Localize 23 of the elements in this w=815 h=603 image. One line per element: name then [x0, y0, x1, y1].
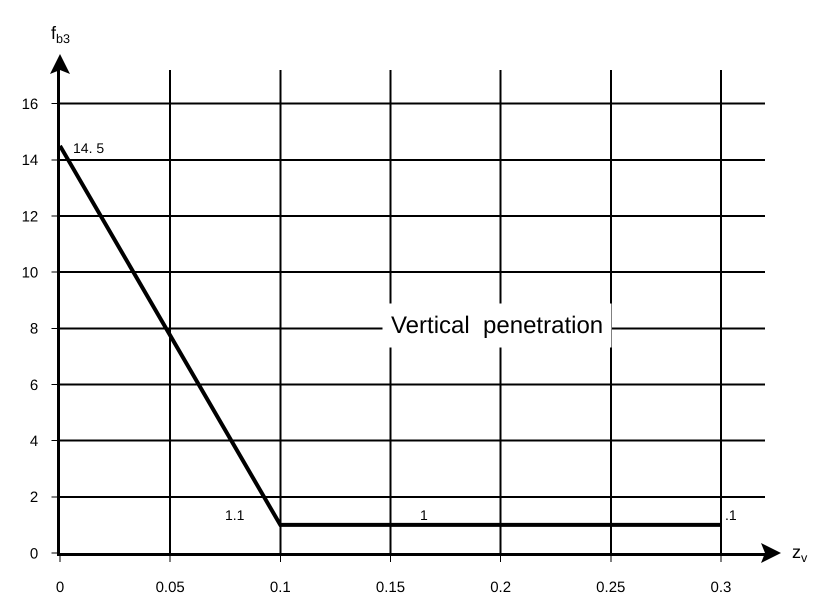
annotation: .1	[725, 507, 737, 523]
y-tick-label: 0	[30, 545, 38, 562]
y-tick-label: 14	[22, 152, 38, 170]
annotation: 1	[420, 507, 428, 523]
y-tick-label: 10	[22, 264, 38, 282]
annotation: 14. 5	[73, 140, 104, 156]
y-tick-label: 12	[22, 208, 38, 226]
y-tick-label: 16	[22, 96, 38, 113]
annotation: 1.1	[225, 507, 245, 523]
y-tick-label: 6	[30, 376, 38, 394]
x-axis-title: z$_{v}$	[792, 542, 808, 565]
x-tick-label: 0.1	[270, 578, 291, 596]
y-tick-label: 4	[30, 432, 38, 450]
x-tick-label: 0.2	[490, 578, 512, 596]
x-tick-label: 0.25	[596, 578, 626, 596]
annotation: Vertical penetration	[391, 312, 604, 339]
y-axis-title: f$_{b3}$	[51, 23, 70, 46]
y-tick-label: 8	[30, 320, 38, 338]
x-tick-label: 0	[56, 578, 64, 596]
y-tick-label: 2	[30, 489, 38, 506]
x-tick-label: 0.05	[156, 578, 185, 596]
x-tick-label: 0.3	[710, 578, 732, 596]
x-tick-label: 0.15	[376, 578, 406, 596]
